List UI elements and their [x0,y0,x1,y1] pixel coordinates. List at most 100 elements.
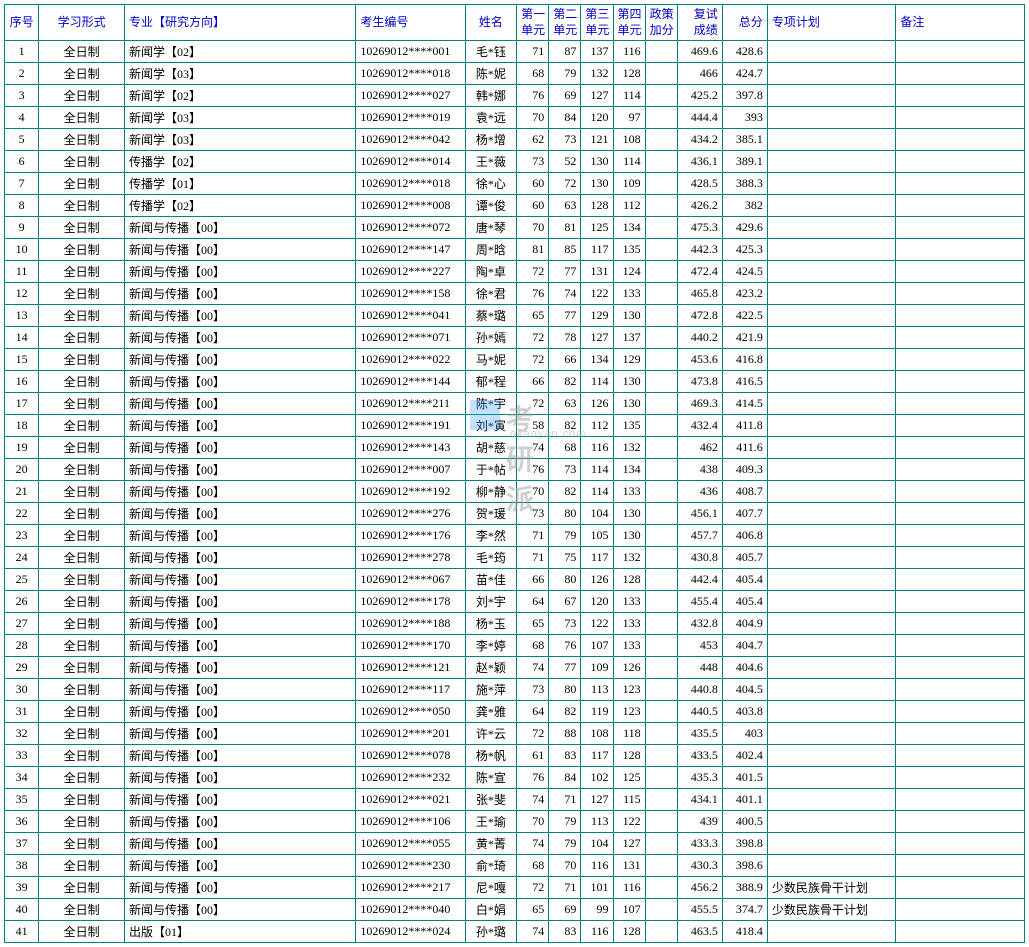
cell-u2: 78 [549,327,581,349]
cell-u2: 52 [549,151,581,173]
cell-note [896,107,1025,129]
cell-seq: 4 [5,107,39,129]
cell-exid: 10269012****147 [356,239,465,261]
cell-u2: 79 [549,525,581,547]
cell-total: 404.9 [722,613,767,635]
cell-seq: 8 [5,195,39,217]
cell-note [896,855,1025,877]
cell-seq: 10 [5,239,39,261]
table-row: 9全日制新闻与传播【00】10269012****072唐*琴708112513… [5,217,1025,239]
table-body: 1全日制新闻学【02】10269012****001毛*钰71871371164… [5,41,1025,943]
table-row: 34全日制新闻与传播【00】10269012****232陈*宣76841021… [5,767,1025,789]
table-row: 25全日制新闻与传播【00】10269012****067苗*佳66801261… [5,569,1025,591]
cell-major: 新闻与传播【00】 [124,503,355,525]
cell-seq: 32 [5,723,39,745]
col-header-seq: 序号 [5,5,39,41]
cell-seq: 29 [5,657,39,679]
col-header-major: 专业【研究方向】 [124,5,355,41]
table-row: 11全日制新闻与传播【00】10269012****227陶*卓72771311… [5,261,1025,283]
cell-major: 新闻与传播【00】 [124,833,355,855]
cell-name: 蔡*璐 [465,305,516,327]
cell-u3: 129 [581,305,613,327]
cell-note [896,327,1025,349]
cell-major: 新闻与传播【00】 [124,239,355,261]
cell-name: 贺*瑗 [465,503,516,525]
cell-u2: 84 [549,107,581,129]
cell-name: 王*薇 [465,151,516,173]
cell-bonus [645,789,677,811]
cell-bonus [645,547,677,569]
cell-name: 唐*琴 [465,217,516,239]
cell-re: 440.2 [677,327,722,349]
cell-major: 新闻与传播【00】 [124,789,355,811]
cell-total: 388.9 [722,877,767,899]
cell-name: 袁*远 [465,107,516,129]
col-header-mode: 学习形式 [39,5,125,41]
cell-u4: 130 [613,525,645,547]
cell-bonus [645,635,677,657]
cell-total: 411.8 [722,415,767,437]
cell-u2: 82 [549,371,581,393]
cell-mode: 全日制 [39,547,125,569]
cell-seq: 26 [5,591,39,613]
cell-re: 448 [677,657,722,679]
cell-bonus [645,393,677,415]
cell-u3: 114 [581,481,613,503]
cell-u3: 114 [581,459,613,481]
cell-u4: 124 [613,261,645,283]
cell-re: 475.3 [677,217,722,239]
cell-bonus [645,173,677,195]
cell-major: 新闻与传播【00】 [124,613,355,635]
cell-u1: 72 [517,723,549,745]
cell-u4: 107 [613,899,645,921]
cell-name: 陈*妮 [465,63,516,85]
cell-total: 416.8 [722,349,767,371]
cell-major: 新闻与传播【00】 [124,855,355,877]
cell-plan [767,63,896,85]
col-header-note: 备注 [896,5,1025,41]
cell-exid: 10269012****027 [356,85,465,107]
col-header-total: 总分 [722,5,767,41]
cell-name: 杨*玉 [465,613,516,635]
cell-note [896,921,1025,943]
cell-u2: 75 [549,547,581,569]
cell-total: 429.6 [722,217,767,239]
cell-plan [767,41,896,63]
cell-u3: 113 [581,811,613,833]
cell-seq: 22 [5,503,39,525]
cell-u2: 67 [549,591,581,613]
cell-note [896,635,1025,657]
cell-major: 新闻与传播【00】 [124,261,355,283]
cell-note [896,569,1025,591]
cell-re: 434.1 [677,789,722,811]
cell-name: 杨*增 [465,129,516,151]
cell-total: 398.6 [722,855,767,877]
cell-seq: 2 [5,63,39,85]
cell-bonus [645,569,677,591]
cell-note [896,195,1025,217]
cell-u4: 133 [613,283,645,305]
cell-name: 徐*心 [465,173,516,195]
table-row: 41全日制出版【01】10269012****024孙*璐74831161284… [5,921,1025,943]
cell-u4: 122 [613,811,645,833]
cell-bonus [645,767,677,789]
cell-plan [767,481,896,503]
cell-plan [767,107,896,129]
cell-u4: 125 [613,767,645,789]
cell-major: 新闻与传播【00】 [124,349,355,371]
cell-total: 400.5 [722,811,767,833]
cell-total: 401.5 [722,767,767,789]
cell-re: 469.3 [677,393,722,415]
cell-u4: 130 [613,305,645,327]
cell-u3: 127 [581,789,613,811]
cell-seq: 15 [5,349,39,371]
cell-note [896,811,1025,833]
cell-exid: 10269012****191 [356,415,465,437]
cell-plan [767,415,896,437]
cell-u1: 72 [517,349,549,371]
cell-mode: 全日制 [39,525,125,547]
cell-re: 440.5 [677,701,722,723]
cell-seq: 13 [5,305,39,327]
cell-u2: 70 [549,855,581,877]
cell-seq: 9 [5,217,39,239]
